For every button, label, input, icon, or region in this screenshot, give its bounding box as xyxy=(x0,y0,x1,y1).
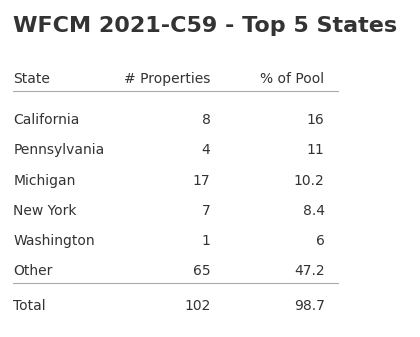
Text: 102: 102 xyxy=(184,299,210,313)
Text: 11: 11 xyxy=(307,143,325,157)
Text: 10.2: 10.2 xyxy=(294,174,325,188)
Text: 17: 17 xyxy=(193,174,210,188)
Text: % of Pool: % of Pool xyxy=(260,72,325,86)
Text: 1: 1 xyxy=(202,234,210,248)
Text: 98.7: 98.7 xyxy=(294,299,325,313)
Text: Michigan: Michigan xyxy=(13,174,76,188)
Text: 47.2: 47.2 xyxy=(294,264,325,278)
Text: WFCM 2021-C59 - Top 5 States: WFCM 2021-C59 - Top 5 States xyxy=(13,16,397,36)
Text: 16: 16 xyxy=(307,114,325,127)
Text: California: California xyxy=(13,114,79,127)
Text: 4: 4 xyxy=(202,143,210,157)
Text: Pennsylvania: Pennsylvania xyxy=(13,143,105,157)
Text: New York: New York xyxy=(13,204,77,218)
Text: # Properties: # Properties xyxy=(124,72,210,86)
Text: Other: Other xyxy=(13,264,52,278)
Text: 7: 7 xyxy=(202,204,210,218)
Text: Washington: Washington xyxy=(13,234,95,248)
Text: 8.4: 8.4 xyxy=(302,204,325,218)
Text: 65: 65 xyxy=(193,264,210,278)
Text: 8: 8 xyxy=(202,114,210,127)
Text: 6: 6 xyxy=(316,234,325,248)
Text: State: State xyxy=(13,72,50,86)
Text: Total: Total xyxy=(13,299,46,313)
